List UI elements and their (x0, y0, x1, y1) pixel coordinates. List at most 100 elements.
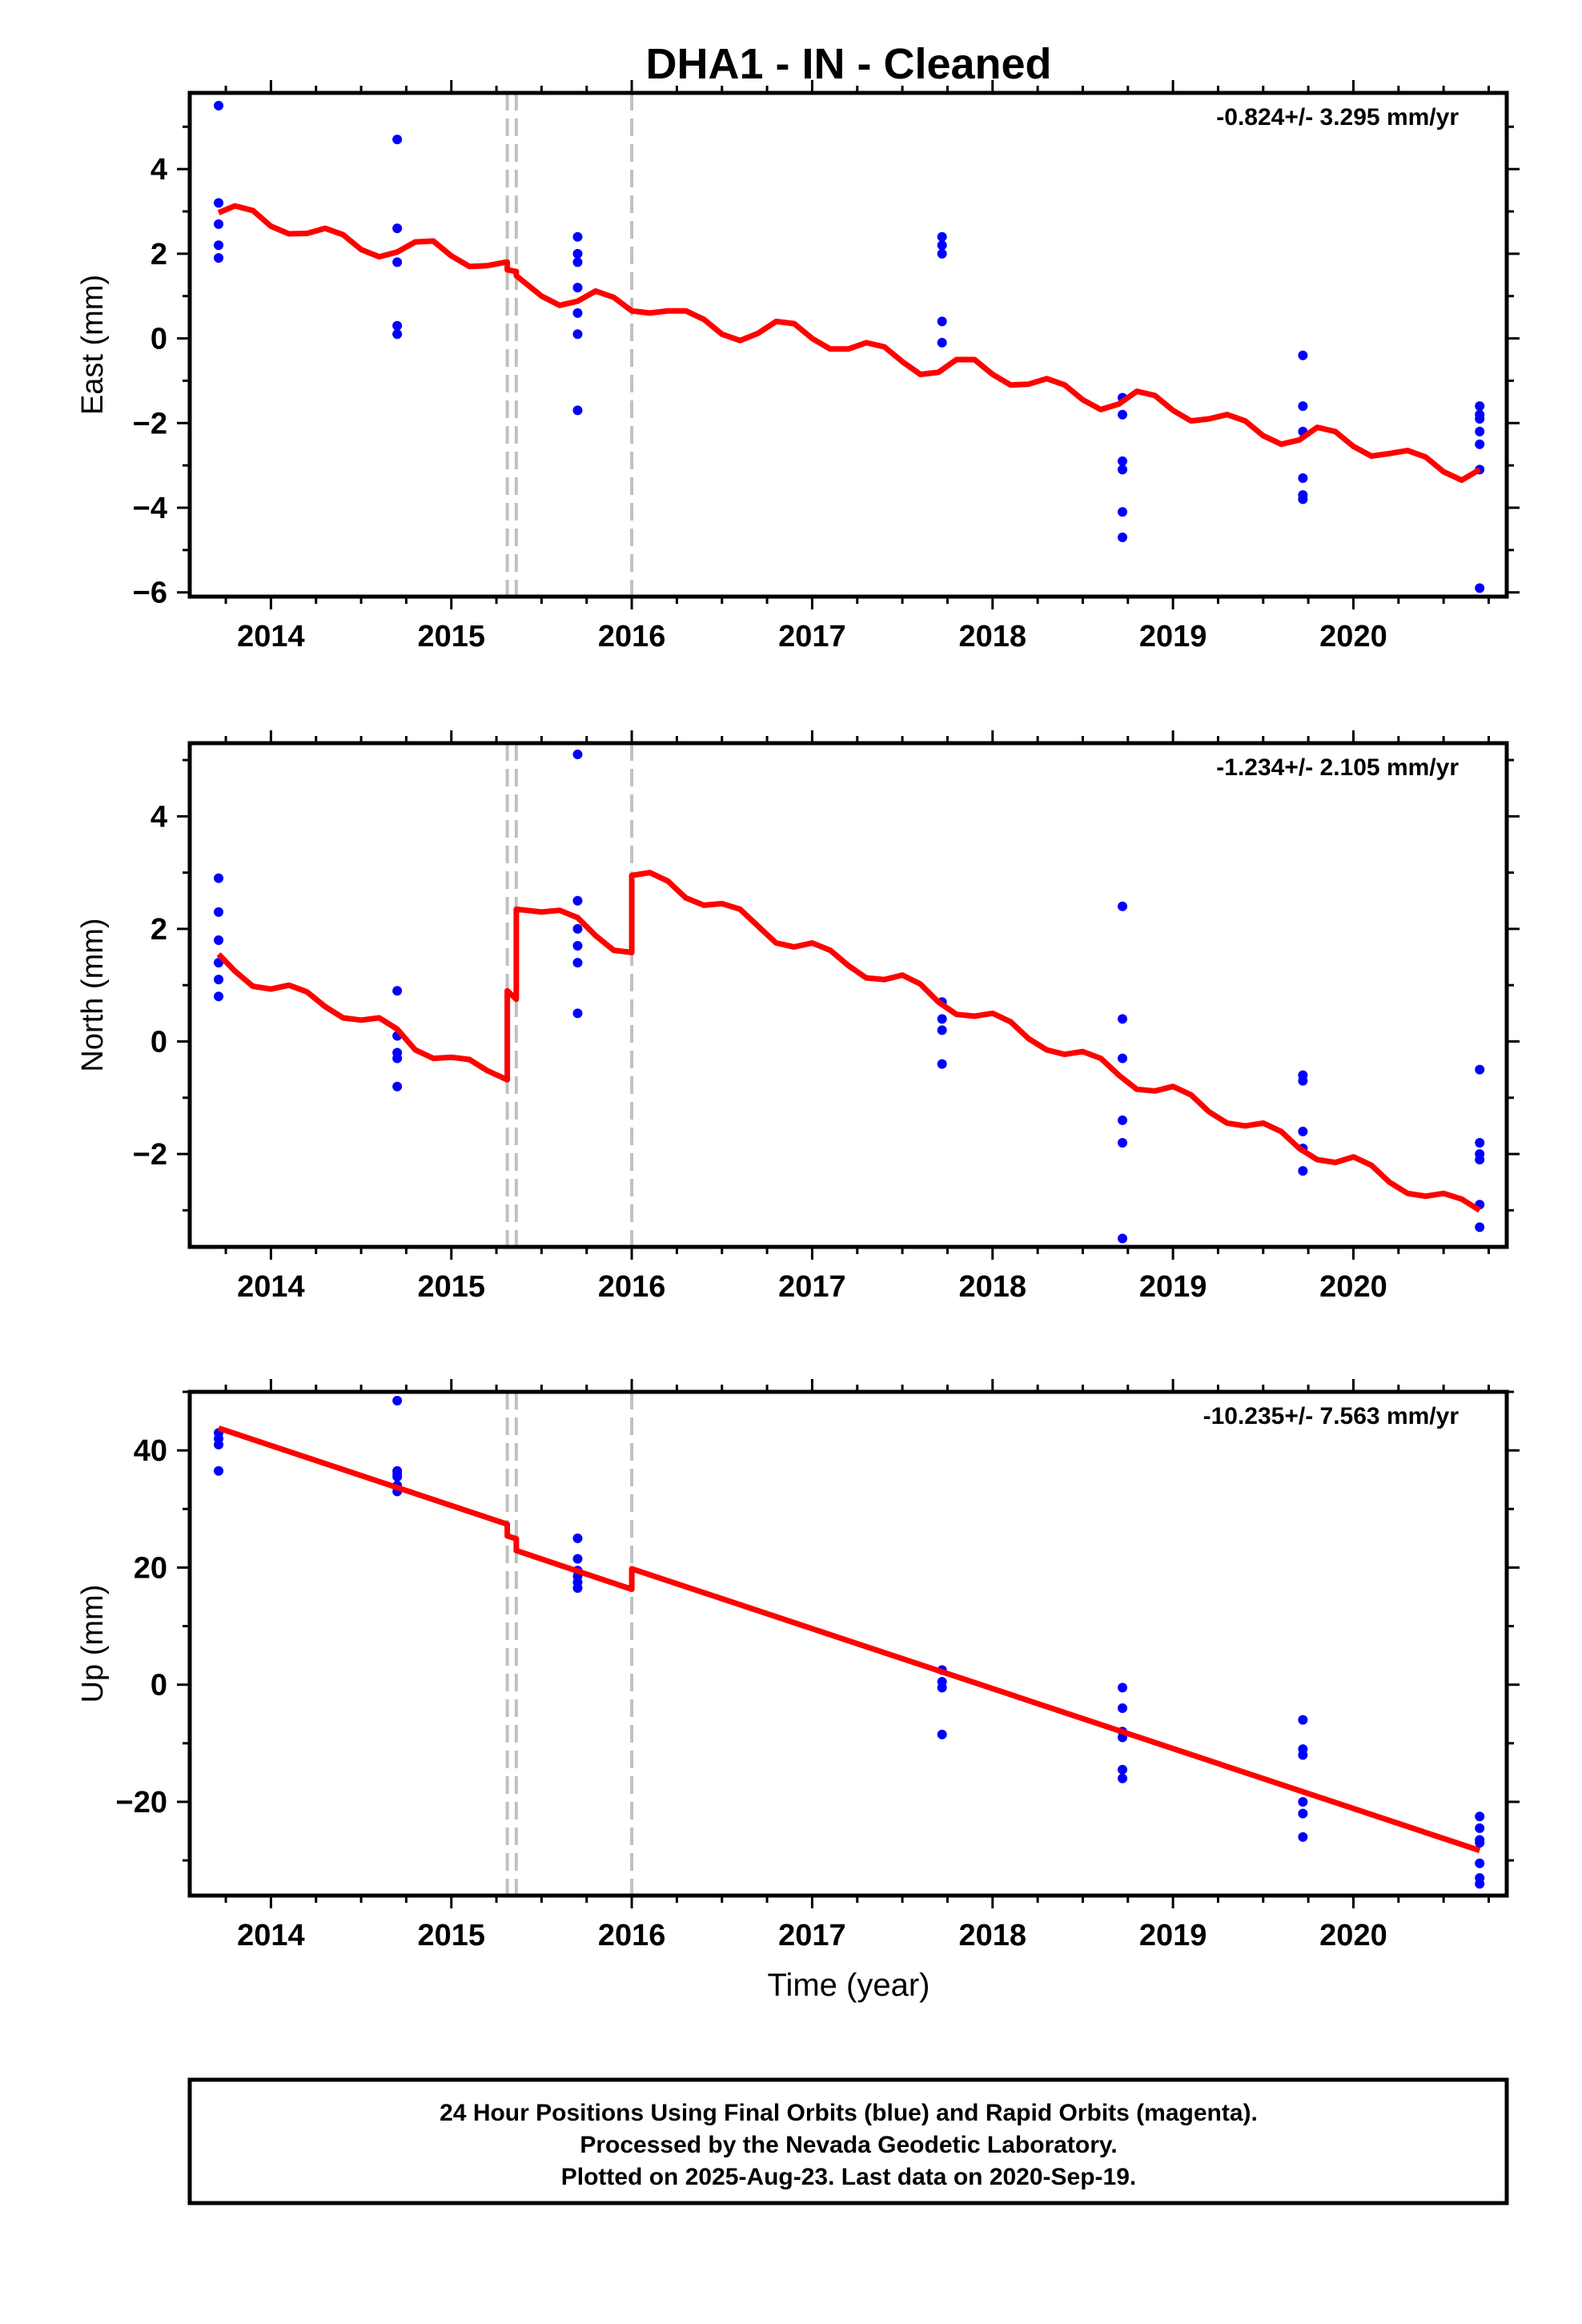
data-point-5 (214, 991, 224, 1002)
x-tick-label-2017: 2017 (778, 1270, 846, 1304)
x-tick-label-2014: 2014 (237, 620, 305, 653)
data-point-7 (392, 257, 403, 267)
data-point-31 (1298, 1831, 1308, 1842)
data-point-14 (572, 941, 583, 951)
data-point-19 (937, 1729, 947, 1739)
north-panel: 2014 2015 2016 2017 2018 2019 2020 −2 0 2 4 North (… (76, 730, 1520, 1304)
data-point-1 (214, 907, 224, 917)
plot-frame (187, 741, 1509, 1249)
data-point-23 (1118, 1053, 1128, 1063)
data-point-15 (572, 958, 583, 968)
data-point-33 (1298, 494, 1308, 505)
x-tick-label-2017: 2017 (778, 1919, 846, 1952)
east-panel: 2014 2015 2016 2017 2018 2019 2020 −6 −4 −2 0 2 4 Eas… (76, 80, 1520, 653)
x-tick-label-2015: 2015 (417, 620, 485, 653)
data-point-20 (937, 316, 947, 327)
data-point-6 (392, 223, 403, 234)
y-tick-label: −4 (133, 492, 167, 525)
data-point-37 (1475, 426, 1485, 436)
figure-title: DHA1 - IN - Cleaned (645, 40, 1051, 88)
data-point-3 (214, 1466, 224, 1476)
plot-frame (187, 90, 1509, 599)
data-point-38 (1475, 439, 1485, 449)
data-point-21 (937, 337, 947, 348)
data-point-30 (1298, 1808, 1308, 1819)
data-point-35 (1475, 1838, 1485, 1848)
data-point-26 (1118, 1233, 1128, 1244)
data-point-19 (937, 1025, 947, 1035)
x-tick-label-2015: 2015 (417, 1919, 485, 1952)
velocity-annotation: -10.235+/- 7.563 mm/yr (1203, 1403, 1460, 1429)
x-tick-label-2020: 2020 (1319, 1270, 1387, 1304)
data-point-36 (1475, 1858, 1485, 1868)
x-tick-label-2018: 2018 (959, 1270, 1027, 1304)
y-axis-label: North (mm) (76, 918, 110, 1072)
y-tick-label: 0 (151, 1025, 167, 1059)
data-point-36 (1475, 414, 1485, 424)
y-tick-label: −2 (133, 407, 167, 440)
data-point-8 (392, 320, 403, 331)
data-point-38 (1475, 1879, 1485, 1889)
up-panel: 2014 2015 2016 2017 2018 2019 2020 −20 0 20 40 Up (… (76, 1379, 1520, 1952)
data-point-2 (214, 1439, 224, 1449)
x-axis-label: Time (year) (768, 1968, 930, 2003)
data-point-25 (1118, 464, 1128, 475)
data-point-5 (392, 135, 403, 145)
data-point-31 (1298, 1166, 1308, 1176)
footer-line-3: Plotted on 2025-Aug-23. Last data on 202… (561, 2164, 1137, 2190)
x-tick-label-2016: 2016 (598, 620, 666, 653)
data-point-11 (572, 1554, 583, 1564)
data-point-9 (392, 329, 403, 340)
data-point-24 (1118, 1115, 1128, 1125)
data-point-11 (572, 750, 583, 760)
data-point-4 (214, 975, 224, 985)
data-point-4 (392, 1395, 403, 1405)
x-tick-label-2019: 2019 (1139, 1270, 1207, 1304)
y-tick-label: 4 (151, 800, 167, 834)
x-tick-label-2017: 2017 (778, 620, 846, 653)
data-point-15 (572, 1583, 583, 1594)
data-point-24 (1118, 456, 1128, 466)
data-point-31 (1298, 473, 1308, 483)
data-point-2 (214, 935, 224, 945)
data-point-25 (1118, 1773, 1128, 1783)
data-point-16 (572, 405, 583, 416)
data-point-35 (1475, 1155, 1485, 1165)
data-point-4 (214, 253, 224, 263)
x-tick-label-2018: 2018 (959, 620, 1027, 653)
model-fit-line (217, 203, 1481, 484)
y-axis-label: East (mm) (76, 275, 110, 415)
footer-box: 24 Hour Positions Using Final Orbits (bl… (187, 2077, 1509, 2205)
x-tick-label-2016: 2016 (598, 1919, 666, 1952)
data-point-21 (1118, 901, 1128, 911)
y-axis-label: Up (mm) (76, 1585, 110, 1703)
data-point-40 (1475, 583, 1485, 593)
data-point-13 (572, 923, 583, 934)
x-tick-label-2014: 2014 (237, 1270, 305, 1304)
plot-frame (187, 1389, 1509, 1898)
data-point-33 (1475, 1137, 1485, 1148)
data-point-18 (937, 1014, 947, 1024)
data-point-27 (1118, 533, 1128, 542)
data-point-20 (937, 1059, 947, 1069)
velocity-annotation: -0.824+/- 3.295 mm/yr (1216, 104, 1459, 131)
data-point-0 (214, 100, 224, 111)
y-tick-label: 4 (151, 153, 167, 187)
data-point-10 (572, 1533, 583, 1543)
data-point-32 (1475, 1064, 1485, 1075)
y-tick-label: 2 (151, 238, 167, 271)
footer-line-2: Processed by the Nevada Geodetic Laborat… (580, 2132, 1117, 2158)
data-point-19 (937, 248, 947, 259)
data-point-11 (572, 248, 583, 259)
data-point-12 (572, 895, 583, 906)
y-tick-label: 20 (134, 1551, 167, 1585)
y-tick-label: 0 (151, 323, 167, 356)
y-tick-label: −2 (133, 1138, 167, 1172)
data-point-32 (1475, 1811, 1485, 1822)
data-point-13 (572, 283, 583, 293)
footer-line-1: 24 Hour Positions Using Final Orbits (bl… (440, 2100, 1258, 2126)
data-point-10 (572, 231, 583, 242)
data-point-28 (1298, 1076, 1308, 1086)
data-point-26 (1298, 1715, 1308, 1725)
data-point-24 (1118, 1764, 1128, 1775)
